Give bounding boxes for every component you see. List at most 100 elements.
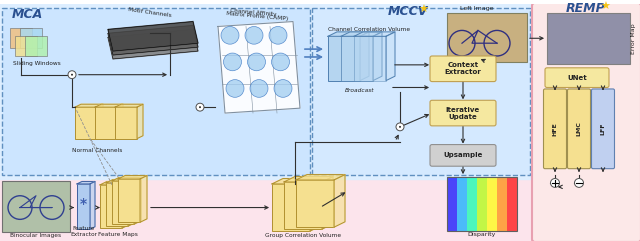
Polygon shape bbox=[322, 177, 333, 229]
Bar bbox=[341, 36, 373, 80]
Circle shape bbox=[196, 103, 204, 111]
Bar bbox=[497, 177, 507, 231]
Bar bbox=[447, 13, 527, 62]
Bar bbox=[15, 36, 37, 56]
Text: MCA: MCA bbox=[12, 8, 44, 21]
Polygon shape bbox=[75, 104, 103, 107]
FancyBboxPatch shape bbox=[312, 8, 530, 175]
Bar bbox=[457, 177, 467, 231]
Bar bbox=[447, 177, 517, 231]
Ellipse shape bbox=[223, 53, 241, 71]
Text: Feature Maps: Feature Maps bbox=[98, 232, 138, 237]
Text: Left Image: Left Image bbox=[460, 6, 493, 11]
Polygon shape bbox=[272, 179, 321, 184]
Polygon shape bbox=[134, 178, 141, 224]
Ellipse shape bbox=[271, 53, 289, 71]
Bar bbox=[328, 36, 360, 80]
Text: UNet: UNet bbox=[567, 75, 587, 81]
Circle shape bbox=[575, 179, 584, 187]
Bar bbox=[284, 182, 322, 229]
Bar bbox=[95, 107, 117, 139]
Text: Motif Channels: Motif Channels bbox=[128, 7, 172, 18]
Polygon shape bbox=[112, 178, 141, 181]
Ellipse shape bbox=[250, 80, 268, 97]
Text: MCCV: MCCV bbox=[388, 5, 428, 18]
FancyBboxPatch shape bbox=[430, 100, 496, 126]
FancyBboxPatch shape bbox=[430, 56, 496, 82]
Polygon shape bbox=[108, 21, 198, 51]
Bar bbox=[25, 36, 47, 56]
Ellipse shape bbox=[248, 53, 266, 71]
Bar bbox=[100, 185, 122, 228]
Bar bbox=[447, 177, 457, 231]
Polygon shape bbox=[95, 104, 123, 107]
Bar bbox=[467, 177, 477, 231]
Ellipse shape bbox=[269, 27, 287, 44]
Circle shape bbox=[71, 74, 73, 76]
Polygon shape bbox=[386, 32, 395, 80]
Text: Binocular Images: Binocular Images bbox=[10, 233, 61, 238]
Bar bbox=[115, 107, 137, 139]
Text: Channel Affinity: Channel Affinity bbox=[230, 8, 276, 17]
Polygon shape bbox=[334, 174, 345, 227]
FancyBboxPatch shape bbox=[2, 8, 310, 175]
Text: REMP: REMP bbox=[566, 2, 605, 15]
Bar bbox=[106, 183, 128, 226]
Polygon shape bbox=[328, 32, 369, 36]
Polygon shape bbox=[296, 174, 345, 180]
Bar bbox=[487, 177, 497, 231]
Polygon shape bbox=[341, 32, 382, 36]
Polygon shape bbox=[106, 180, 135, 183]
Ellipse shape bbox=[221, 27, 239, 44]
Bar bbox=[20, 28, 42, 48]
Bar bbox=[10, 28, 32, 48]
FancyBboxPatch shape bbox=[591, 89, 614, 169]
Polygon shape bbox=[310, 179, 321, 231]
Text: Normal Channels: Normal Channels bbox=[72, 148, 122, 154]
Ellipse shape bbox=[245, 27, 263, 44]
Text: HFE: HFE bbox=[552, 122, 557, 136]
Text: Error Map: Error Map bbox=[632, 23, 637, 54]
Polygon shape bbox=[100, 181, 129, 185]
Text: *: * bbox=[80, 197, 87, 211]
Text: Context
Extractor: Context Extractor bbox=[445, 62, 481, 75]
Bar bbox=[77, 184, 90, 229]
Polygon shape bbox=[137, 104, 143, 139]
FancyBboxPatch shape bbox=[568, 89, 591, 169]
Bar bbox=[112, 181, 134, 224]
Circle shape bbox=[68, 71, 76, 79]
Polygon shape bbox=[354, 32, 395, 36]
Polygon shape bbox=[117, 104, 123, 139]
Polygon shape bbox=[128, 180, 135, 226]
Polygon shape bbox=[373, 32, 382, 80]
Polygon shape bbox=[77, 181, 95, 184]
Bar bbox=[2, 181, 70, 232]
Text: LFF: LFF bbox=[600, 123, 605, 135]
Bar bbox=[296, 180, 334, 227]
Text: Upsample: Upsample bbox=[444, 152, 483, 158]
FancyBboxPatch shape bbox=[545, 68, 609, 87]
Polygon shape bbox=[284, 177, 333, 182]
Text: Iterative
Update: Iterative Update bbox=[446, 107, 480, 120]
Bar bbox=[477, 177, 487, 231]
Text: Disparity: Disparity bbox=[468, 232, 496, 237]
Polygon shape bbox=[118, 175, 147, 179]
Ellipse shape bbox=[274, 80, 292, 97]
Polygon shape bbox=[90, 181, 95, 229]
Ellipse shape bbox=[226, 80, 244, 97]
Bar bbox=[0, 4, 535, 179]
Polygon shape bbox=[122, 181, 129, 228]
Text: Broadcast: Broadcast bbox=[345, 88, 374, 94]
FancyBboxPatch shape bbox=[543, 89, 566, 169]
Polygon shape bbox=[108, 29, 198, 59]
Circle shape bbox=[199, 106, 201, 108]
Circle shape bbox=[396, 123, 404, 131]
Text: Matrix Profile (CAMP): Matrix Profile (CAMP) bbox=[226, 11, 289, 21]
Polygon shape bbox=[140, 175, 147, 222]
Text: Group Correlation Volume: Group Correlation Volume bbox=[265, 233, 341, 238]
Text: ★: ★ bbox=[600, 2, 610, 12]
Text: Sliding Windows: Sliding Windows bbox=[13, 61, 61, 66]
Text: ★: ★ bbox=[418, 5, 428, 15]
Bar bbox=[75, 107, 97, 139]
FancyBboxPatch shape bbox=[532, 3, 640, 241]
